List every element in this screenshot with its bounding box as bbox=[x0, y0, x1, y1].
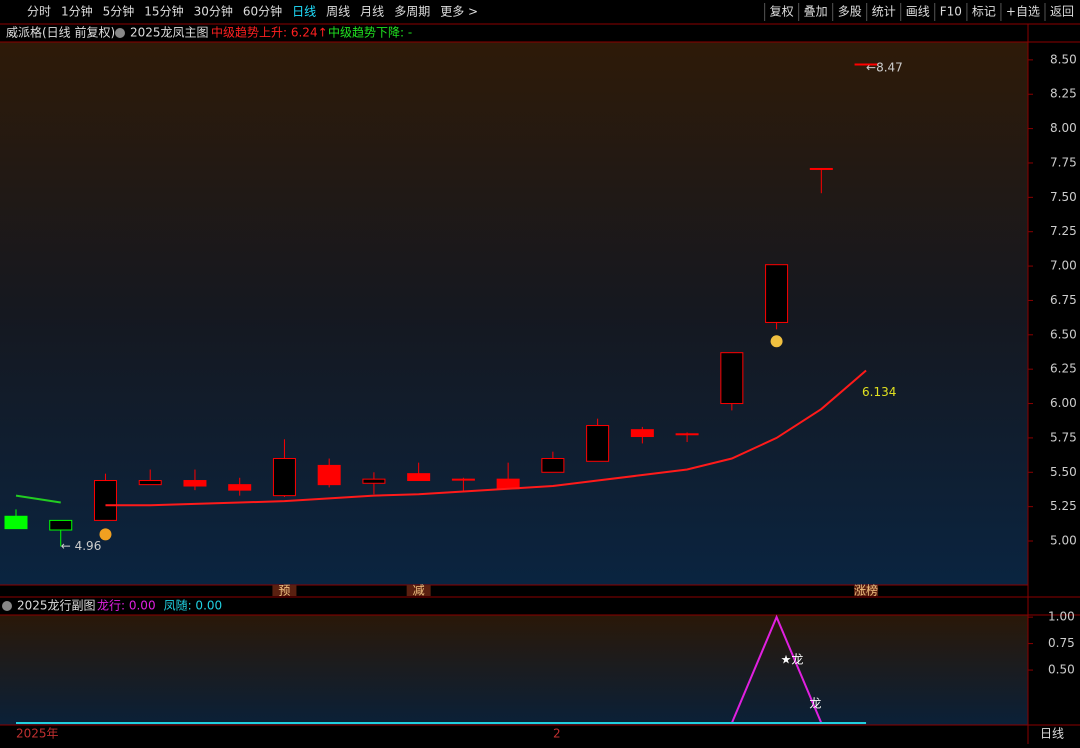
candle-body bbox=[451, 478, 475, 481]
candle-body bbox=[541, 458, 565, 473]
marker-bg bbox=[272, 585, 297, 596]
signal-icon bbox=[99, 528, 112, 541]
y-tick-label: 6.00 bbox=[1050, 396, 1077, 410]
candle-body bbox=[675, 433, 699, 436]
toolbar-item[interactable]: 标记 bbox=[972, 5, 996, 19]
y-tick-label: 1.00 bbox=[1048, 610, 1075, 624]
y-tick-label: 8.00 bbox=[1050, 121, 1077, 135]
toolbar bbox=[0, 0, 1080, 24]
toolbar-item[interactable]: +自选 bbox=[1006, 5, 1040, 19]
marker: 减 bbox=[413, 584, 425, 598]
y-tick-label: 7.25 bbox=[1050, 224, 1077, 238]
y-tick-label: 0.75 bbox=[1048, 636, 1075, 650]
toolbar-item[interactable]: 日线 bbox=[292, 5, 316, 19]
candle-body bbox=[49, 519, 73, 531]
candle-body bbox=[183, 480, 207, 487]
candle-body bbox=[317, 464, 341, 486]
toolbar-item[interactable]: 统计 bbox=[872, 5, 896, 19]
candle-body bbox=[586, 425, 610, 462]
trend-line bbox=[15, 494, 61, 504]
toolbar-item[interactable]: 画线 bbox=[906, 5, 930, 19]
legend-entry: 凤随: 0.00 bbox=[164, 598, 223, 613]
candle-body bbox=[228, 484, 252, 491]
candle-body bbox=[720, 352, 744, 405]
toolbar-item[interactable]: 复权 bbox=[770, 5, 794, 19]
toolbar-item[interactable]: 多周期 bbox=[394, 5, 430, 19]
toolbar-item[interactable]: 多股 bbox=[838, 5, 862, 19]
annotation: 6.134 bbox=[862, 385, 896, 399]
toolbar-item[interactable]: 30分钟 bbox=[194, 4, 233, 19]
candle-body bbox=[272, 458, 296, 497]
toolbar-item[interactable]: 叠加 bbox=[804, 5, 828, 19]
toolbar-item[interactable]: 返回 bbox=[1050, 5, 1074, 19]
y-tick-label: 6.25 bbox=[1050, 362, 1077, 376]
toolbar-item[interactable]: 更多 > bbox=[440, 5, 478, 19]
toolbar-item[interactable]: 60分钟 bbox=[243, 4, 282, 19]
toolbar-item[interactable]: 周线 bbox=[326, 5, 350, 19]
toolbar-item[interactable]: 分时 bbox=[27, 5, 51, 19]
candle-body bbox=[809, 167, 833, 170]
indicator-name[interactable]: 2025龙凤主图 bbox=[130, 26, 209, 40]
y-tick-label: 0.50 bbox=[1048, 663, 1075, 677]
y-tick-label: 5.25 bbox=[1050, 499, 1077, 513]
candle-body bbox=[407, 473, 431, 482]
toolbar-item[interactable]: 15分钟 bbox=[144, 4, 183, 19]
period-label[interactable]: 日线 bbox=[1040, 727, 1064, 741]
annotation: ←8.47 bbox=[866, 60, 903, 74]
candle-body bbox=[138, 480, 162, 486]
y-tick-label: 5.00 bbox=[1050, 534, 1077, 548]
date-label: 2025年 bbox=[16, 727, 59, 741]
signal-icon bbox=[770, 335, 783, 348]
marker: 预 bbox=[278, 584, 290, 598]
date-label: 2 bbox=[553, 727, 561, 741]
marker: 涨榜 bbox=[854, 583, 878, 598]
candle-body bbox=[362, 478, 386, 484]
candle-body bbox=[93, 480, 117, 521]
toolbar-item[interactable]: F10 bbox=[940, 5, 962, 19]
candle-body bbox=[854, 63, 878, 66]
marker-bg bbox=[854, 585, 879, 596]
y-tick-label: 6.50 bbox=[1050, 327, 1077, 341]
indicator-line bbox=[730, 614, 823, 724]
y-tick-label: 5.75 bbox=[1050, 430, 1077, 444]
trend-down: 中级趋势下降: - bbox=[328, 25, 412, 40]
marker-bg bbox=[406, 585, 431, 596]
y-tick-label: 7.00 bbox=[1050, 259, 1077, 273]
toolbar-item[interactable]: 5分钟 bbox=[103, 4, 135, 19]
trend-up: 中级趋势上升: 6.24↑ bbox=[211, 25, 328, 40]
candle-body bbox=[630, 429, 654, 438]
menu-icon[interactable] bbox=[2, 601, 12, 611]
y-tick-label: 8.25 bbox=[1050, 87, 1077, 101]
candle-body bbox=[765, 264, 789, 323]
annotation: ← 4.96 bbox=[61, 539, 102, 553]
main-panel bbox=[0, 42, 1028, 585]
toolbar-item[interactable]: 月线 bbox=[360, 5, 384, 19]
annotation: 龙 bbox=[809, 697, 821, 711]
y-tick-label: 6.75 bbox=[1050, 293, 1077, 307]
candle-body bbox=[4, 515, 28, 530]
menu-icon[interactable] bbox=[115, 28, 125, 38]
stock-name: 威派格(日线 前复权) bbox=[6, 25, 115, 40]
y-tick-label: 7.50 bbox=[1050, 190, 1077, 204]
trend-line bbox=[105, 369, 867, 507]
y-tick-label: 5.50 bbox=[1050, 465, 1077, 479]
annotation: ★龙 bbox=[781, 653, 804, 667]
sub-indicator-name[interactable]: 2025龙行副图 bbox=[17, 599, 96, 613]
y-tick-label: 8.50 bbox=[1050, 52, 1077, 66]
legend-entry: 龙行: 0.00 bbox=[97, 599, 156, 613]
sub-panel bbox=[0, 615, 1028, 725]
toolbar-item[interactable]: 1分钟 bbox=[61, 4, 93, 19]
y-tick-label: 7.75 bbox=[1050, 155, 1077, 169]
